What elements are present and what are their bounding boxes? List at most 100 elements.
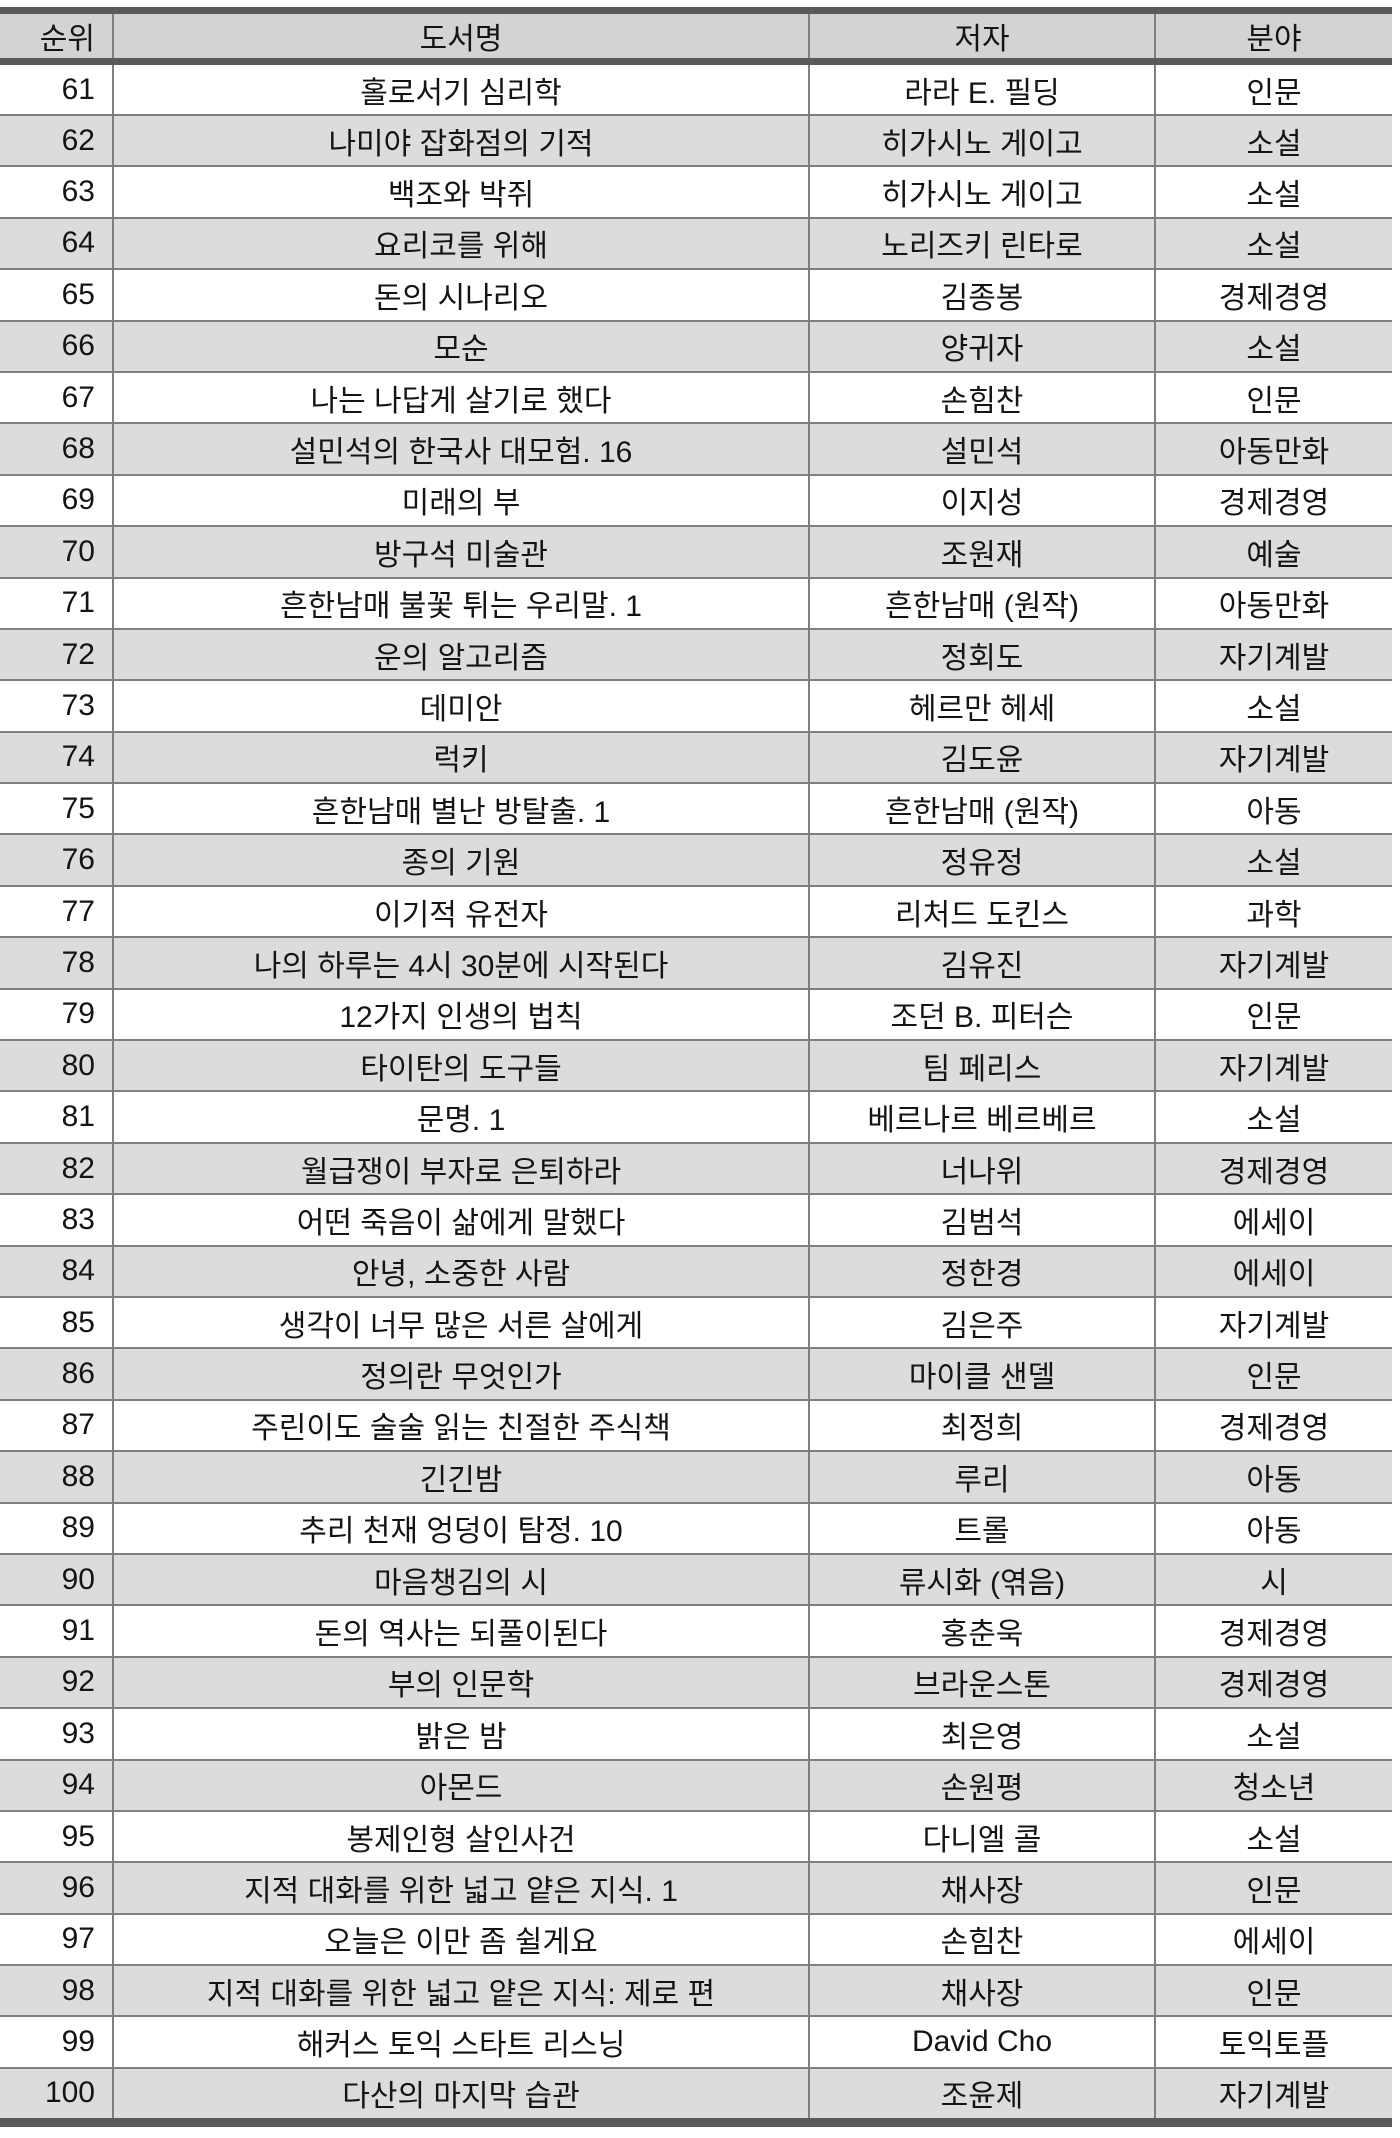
book-ranking-table: 순위 도서명 저자 분야 61 홀로서기 심리학 라라 E. 필딩 인문 62 … <box>0 7 1392 2127</box>
title-cell: 타이탄의 도구들 <box>112 1039 809 1092</box>
author-cell: 헤르만 헤세 <box>808 679 1155 732</box>
table-row: 86 정의란 무엇인가 마이클 샌델 인문 <box>0 1347 1392 1400</box>
rank-cell: 87 <box>0 1398 113 1452</box>
rank-cell: 74 <box>0 730 113 784</box>
category-cell: 인문 <box>1154 370 1392 424</box>
title-cell: 밝은 밤 <box>112 1707 809 1760</box>
table-row: 70 방구석 미술관 조원재 예술 <box>0 525 1392 578</box>
author-cell: 베르나르 베르베르 <box>808 1090 1155 1143</box>
rank-cell: 70 <box>0 525 113 578</box>
author-cell: 김종봉 <box>808 268 1155 321</box>
table-row: 100 다산의 마지막 습관 조윤제 자기계발 <box>0 2066 1392 2123</box>
rank-cell: 96 <box>0 1861 113 1914</box>
table-row: 96 지적 대화를 위한 넓고 얕은 지식. 1 채사장 인문 <box>0 1861 1392 1914</box>
category-cell: 시 <box>1154 1552 1392 1606</box>
category-cell: 토익토플 <box>1154 2015 1392 2068</box>
title-cell: 돈의 시나리오 <box>112 268 809 321</box>
table-row: 87 주린이도 술술 읽는 친절한 주식책 최정희 경제경영 <box>0 1398 1392 1452</box>
category-cell: 소설 <box>1154 165 1392 218</box>
author-cell: 김범석 <box>808 1193 1155 1246</box>
title-cell: 종의 기원 <box>112 833 809 886</box>
category-cell: 아동만화 <box>1154 422 1392 475</box>
author-cell: 김은주 <box>808 1295 1155 1349</box>
rank-cell: 82 <box>0 1141 113 1195</box>
author-cell: 정유정 <box>808 833 1155 886</box>
table-row: 83 어떤 죽음이 삶에게 말했다 김범석 에세이 <box>0 1193 1392 1246</box>
author-cell: 김도윤 <box>808 730 1155 784</box>
author-cell: 정한경 <box>808 1244 1155 1297</box>
author-cell: 조윤제 <box>808 2066 1155 2123</box>
title-cell: 모순 <box>112 319 809 372</box>
header-title: 도서명 <box>112 10 809 65</box>
title-cell: 다산의 마지막 습관 <box>112 2066 809 2123</box>
category-cell: 아동만화 <box>1154 576 1392 629</box>
table-row: 99 해커스 토익 스타트 리스닝 David Cho 토익토플 <box>0 2015 1392 2068</box>
rank-cell: 91 <box>0 1604 113 1657</box>
table-row: 66 모순 양귀자 소설 <box>0 319 1392 372</box>
table-row: 64 요리코를 위해 노리즈키 린타로 소설 <box>0 216 1392 270</box>
table-row: 68 설민석의 한국사 대모험. 16 설민석 아동만화 <box>0 422 1392 475</box>
author-cell: 흔한남매 (원작) <box>808 782 1155 835</box>
category-cell: 자기계발 <box>1154 1039 1392 1092</box>
rank-cell: 71 <box>0 576 113 629</box>
author-cell: 히가시노 게이고 <box>808 165 1155 218</box>
table-row: 76 종의 기원 정유정 소설 <box>0 833 1392 886</box>
author-cell: 너나위 <box>808 1141 1155 1195</box>
title-cell: 해커스 토익 스타트 리스닝 <box>112 2015 809 2068</box>
category-cell: 인문 <box>1154 60 1392 115</box>
category-cell: 과학 <box>1154 884 1392 938</box>
title-cell: 데미안 <box>112 679 809 732</box>
category-cell: 에세이 <box>1154 1912 1392 1966</box>
title-cell: 문명. 1 <box>112 1090 809 1143</box>
category-cell: 소설 <box>1154 1809 1392 1863</box>
rank-cell: 63 <box>0 165 113 218</box>
category-cell: 예술 <box>1154 525 1392 578</box>
author-cell: 채사장 <box>808 1861 1155 1914</box>
table-row: 71 흔한남매 불꽃 튀는 우리말. 1 흔한남매 (원작) 아동만화 <box>0 576 1392 629</box>
category-cell: 경제경영 <box>1154 268 1392 321</box>
title-cell: 지적 대화를 위한 넓고 얕은 지식. 1 <box>112 1861 809 1914</box>
title-cell: 안녕, 소중한 사람 <box>112 1244 809 1297</box>
title-cell: 오늘은 이만 좀 쉴게요 <box>112 1912 809 1966</box>
author-cell: 채사장 <box>808 1964 1155 2017</box>
title-cell: 아몬드 <box>112 1758 809 1811</box>
title-cell: 요리코를 위해 <box>112 216 809 270</box>
category-cell: 자기계발 <box>1154 2066 1392 2123</box>
author-cell: 트롤 <box>808 1501 1155 1554</box>
category-cell: 소설 <box>1154 833 1392 886</box>
title-cell: 지적 대화를 위한 넓고 얕은 지식: 제로 편 <box>112 1964 809 2017</box>
rank-cell: 92 <box>0 1655 113 1709</box>
title-cell: 주린이도 술술 읽는 친절한 주식책 <box>112 1398 809 1452</box>
rank-cell: 98 <box>0 1964 113 2017</box>
rank-cell: 86 <box>0 1347 113 1400</box>
title-cell: 홀로서기 심리학 <box>112 60 809 115</box>
category-cell: 에세이 <box>1154 1193 1392 1246</box>
author-cell: 김유진 <box>808 936 1155 989</box>
title-cell: 운의 알고리즘 <box>112 627 809 681</box>
author-cell: 최은영 <box>808 1707 1155 1760</box>
title-cell: 나의 하루는 4시 30분에 시작된다 <box>112 936 809 989</box>
author-cell: 라라 E. 필딩 <box>808 60 1155 115</box>
table-row: 91 돈의 역사는 되풀이된다 홍춘욱 경제경영 <box>0 1604 1392 1657</box>
rank-cell: 77 <box>0 884 113 938</box>
author-cell: 이지성 <box>808 473 1155 527</box>
table-row: 74 럭키 김도윤 자기계발 <box>0 730 1392 784</box>
category-cell: 아동 <box>1154 1450 1392 1503</box>
author-cell: 조던 B. 피터슨 <box>808 987 1155 1041</box>
table-row: 72 운의 알고리즘 정회도 자기계발 <box>0 627 1392 681</box>
table-row: 67 나는 나답게 살기로 했다 손힘찬 인문 <box>0 370 1392 424</box>
table-row: 77 이기적 유전자 리처드 도킨스 과학 <box>0 884 1392 938</box>
author-cell: 루리 <box>808 1450 1155 1503</box>
author-cell: 팀 페리스 <box>808 1039 1155 1092</box>
title-cell: 나미야 잡화점의 기적 <box>112 113 809 167</box>
rank-cell: 100 <box>0 2066 113 2123</box>
title-cell: 어떤 죽음이 삶에게 말했다 <box>112 1193 809 1246</box>
rank-cell: 64 <box>0 216 113 270</box>
title-cell: 돈의 역사는 되풀이된다 <box>112 1604 809 1657</box>
header-row: 순위 도서명 저자 분야 <box>0 10 1392 65</box>
rank-cell: 81 <box>0 1090 113 1143</box>
author-cell: 류시화 (엮음) <box>808 1552 1155 1606</box>
table-row: 81 문명. 1 베르나르 베르베르 소설 <box>0 1090 1392 1143</box>
title-cell: 설민석의 한국사 대모험. 16 <box>112 422 809 475</box>
header-category: 분야 <box>1154 10 1392 65</box>
